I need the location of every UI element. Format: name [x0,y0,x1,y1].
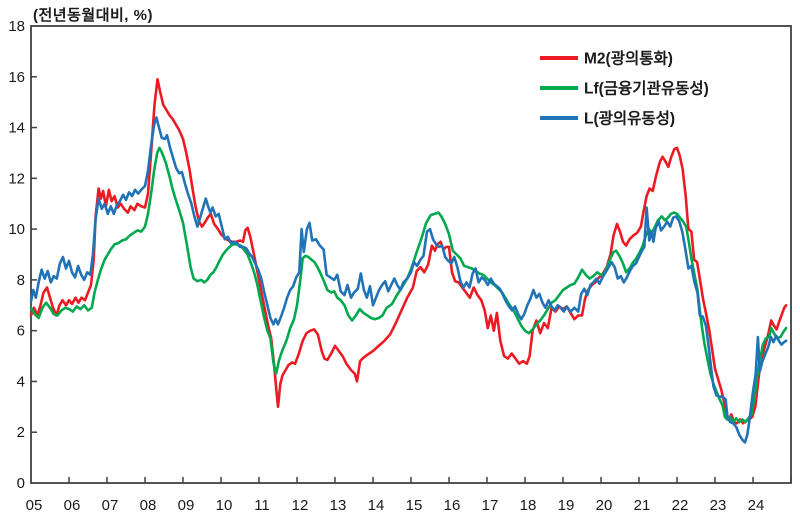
x-axis-tick-label: 08 [140,497,157,514]
x-axis-tick-label: 11 [254,497,270,514]
x-axis-tick-label: 13 [330,497,347,514]
y-axis-tick-label: 6 [17,323,25,340]
y-axis-tick-label: 4 [17,373,25,390]
x-axis-tick-label: 17 [482,497,499,514]
x-axis-tick-label: 05 [26,497,43,514]
x-axis-tick-label: 24 [748,497,765,514]
x-axis-tick-label: 12 [292,497,309,514]
y-axis-tick-label: 16 [8,69,25,86]
legend-item-m2: M2(광의통화) [540,49,673,68]
y-axis-tick-label: 8 [17,272,25,289]
x-axis-tick-label: 06 [64,497,81,514]
y-axis-tick-label: 0 [17,475,25,492]
series-line-lf [29,146,788,424]
x-axis-tick-label: 10 [216,497,233,514]
x-axis-tick-label: 18 [520,497,537,514]
legend-item-l: L(광의유동성) [540,109,675,128]
y-axis-unit-label: (전년동월대비, %) [33,7,153,24]
series-line-l [29,116,788,444]
legend-label-m2: M2(광의통화) [584,49,673,68]
series-line-m2 [29,78,788,425]
x-axis-tick-label: 20 [596,497,613,514]
x-axis-tick-label: 22 [672,497,689,514]
legend-label-l: L(광의유동성) [584,109,675,128]
x-axis-tick-label: 16 [444,497,461,514]
y-axis-tick-label: 12 [8,170,25,187]
y-axis-tick-label: 14 [8,120,25,137]
x-axis-tick-label: 19 [558,497,575,514]
y-axis-tick-label: 10 [8,221,25,238]
x-axis-tick-label: 07 [102,497,119,514]
x-axis-tick-label: 15 [406,497,423,514]
legend-label-lf: Lf(금융기관유동성) [584,80,709,98]
legend-item-lf: Lf(금융기관유동성) [540,80,709,98]
y-axis-tick-label: 2 [17,424,25,441]
x-axis-tick-label: 23 [710,497,727,514]
x-axis-tick-label: 21 [634,497,651,514]
y-axis-tick-label: 18 [8,18,25,35]
x-axis-tick-label: 14 [368,497,385,514]
x-axis-tick-label: 09 [178,497,195,514]
